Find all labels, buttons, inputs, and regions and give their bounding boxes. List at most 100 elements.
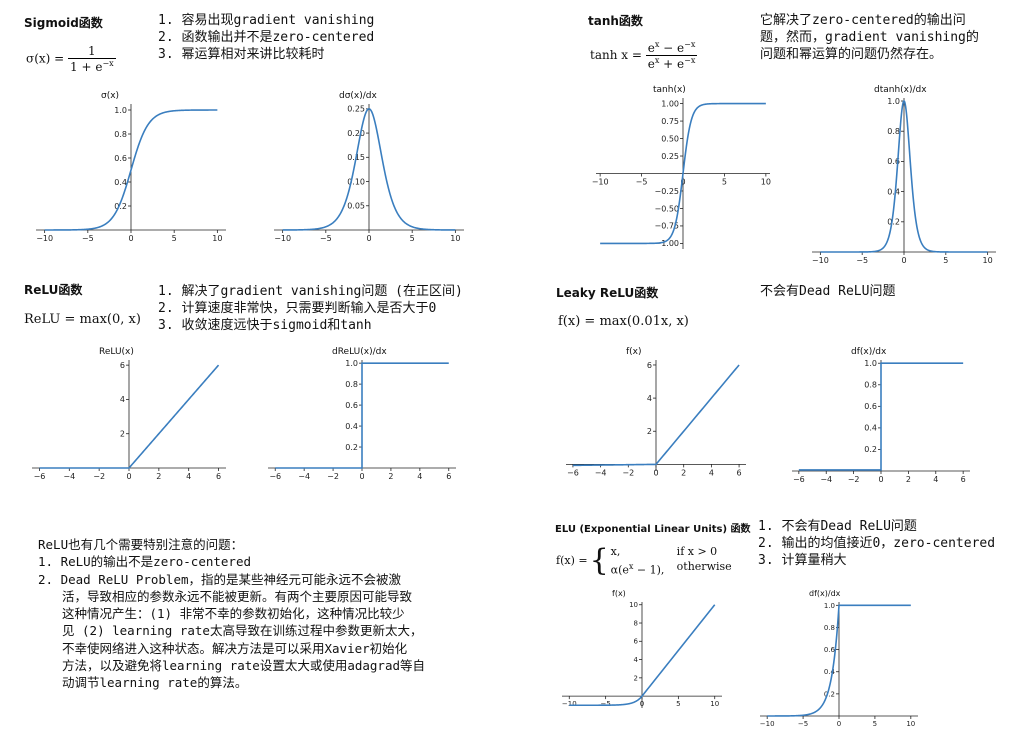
relu-issues-line: 见 (2) learning rate太高导致在训练过程中参数更新太大， — [62, 623, 423, 639]
x-tick-label: 5 — [943, 256, 948, 264]
x-tick-label: 2 — [906, 475, 911, 484]
sigmoid-formula: σ(x) = 1 1 + e−x — [26, 44, 116, 74]
y-tick-label: 0.8 — [824, 624, 835, 632]
series-line — [44, 109, 218, 231]
y-tick-label: 1.0 — [824, 602, 835, 610]
series-line — [569, 604, 716, 707]
y-tick-label: 0.4 — [887, 187, 900, 196]
x-tick-label: −4 — [63, 472, 75, 481]
x-tick-label: −5 — [600, 700, 610, 708]
elu-cond2: otherwise — [676, 560, 732, 573]
y-tick-label: 0.2 — [864, 445, 877, 454]
leaky-note: 不会有Dead ReLU问题 — [760, 284, 896, 299]
x-tick-label: 4 — [417, 472, 422, 481]
elu-note: 3. 计算量稍大 — [758, 553, 847, 568]
relu-note: 3. 收敛速度远快于sigmoid和tanh — [158, 318, 372, 333]
x-tick-label: 6 — [216, 472, 221, 481]
x-tick-label: −10 — [36, 234, 53, 241]
series-line — [572, 364, 740, 467]
elu-formula-cases: x, if x > 0 α(ex − 1), otherwise — [611, 544, 732, 578]
y-tick-label: 1.0 — [114, 106, 127, 115]
chart-title: dσ(x)/dx — [339, 91, 378, 101]
series-line — [820, 99, 988, 253]
series-line — [39, 364, 220, 469]
elu-title: ELU (Exponential Linear Units) 函数 — [555, 524, 751, 535]
x-tick-label: 0 — [878, 475, 883, 484]
relu-issues-line: 活，导致相应的参数永远不能被更新。有两个主要原因可能导致 — [62, 588, 413, 604]
chart-title: df(x)/dx — [851, 347, 887, 357]
chart-title: σ(x) — [101, 91, 119, 101]
leaky-notes: 不会有Dead ReLU问题 — [760, 283, 895, 300]
tanh-chart: tanh(x) −10 −5 0 5 10 −1.00 −0.75 −0.50 −0.25 0.25… — [592, 85, 771, 249]
tanh-note: 题，然而，gradient vanishing的 — [760, 30, 979, 45]
x-tick-label: −2 — [622, 468, 634, 477]
x-tick-label: 0 — [640, 700, 644, 708]
y-tick-label: 0.4 — [824, 668, 836, 676]
y-tick-label: 6 — [120, 361, 125, 370]
x-tick-label: 6 — [446, 472, 451, 481]
series-line — [275, 362, 449, 469]
elu-note: 1. 不会有Dead ReLU问题 — [758, 519, 917, 534]
sigmoid-formula-fraction: 1 1 + e−x — [68, 44, 116, 74]
x-tick-label: −6 — [269, 472, 281, 481]
y-tick-label: 0.4 — [114, 178, 127, 187]
x-tick-label: −2 — [327, 472, 339, 481]
relu-formula: ReLU = max(0, x) — [24, 312, 141, 327]
x-tick-label: −4 — [298, 472, 310, 481]
dleaky-chart: df(x)/dx −6 −4 −2 0 2 4 6 0.2 0.4 0.6 0.8 1.0 — [792, 347, 970, 484]
chart-title: f(x) — [612, 589, 626, 598]
y-tick-label: 0.6 — [345, 401, 358, 410]
x-tick-label: 2 — [681, 468, 686, 477]
elu-formula: f(x) = { x, if x > 0 α(ex − 1), otherwise — [556, 544, 732, 578]
relu-issues-line: 这种情况产生：(1) 非常不幸的参数初始化，这种情况比较少 — [62, 606, 405, 622]
y-tick-label: 2 — [634, 674, 638, 682]
x-tick-label: −5 — [636, 178, 648, 187]
leaky-title: Leaky ReLU函数 — [556, 286, 659, 300]
x-tick-label: −4 — [820, 475, 832, 484]
y-tick-label: 0.8 — [864, 381, 877, 390]
x-tick-label: 5 — [410, 234, 415, 241]
elu-cond1: if x > 0 — [676, 545, 718, 558]
y-tick-label: 0.4 — [345, 422, 358, 431]
x-tick-label: 6 — [737, 468, 742, 477]
tanh-note: 问题和幂运算的问题仍然存在。 — [760, 47, 943, 62]
tanh-formula-den: ex + e−x — [647, 56, 696, 71]
series-line — [767, 604, 911, 717]
y-tick-label: 4 — [120, 395, 125, 404]
y-tick-label: 6 — [634, 638, 639, 646]
leaky-chart: f(x) −6 −4 −2 0 2 4 6 2 4 6 — [566, 347, 746, 477]
y-tick-label: 4 — [647, 394, 652, 403]
relu-note: 2. 计算速度非常快，只需要判断输入是否大于0 — [158, 301, 437, 316]
y-tick-label: 0.05 — [347, 202, 365, 211]
x-tick-label: 5 — [722, 178, 727, 187]
sigmoid-formula-num: 1 — [68, 44, 116, 59]
tanh-title: tanh函数 — [588, 14, 643, 28]
y-tick-label: 0.50 — [661, 134, 679, 143]
chart-title: dReLU(x)/dx — [332, 347, 387, 357]
x-tick-label: 0 — [680, 178, 685, 187]
x-tick-label: −5 — [856, 256, 868, 264]
x-tick-label: −5 — [320, 234, 332, 241]
elu-case2: α(ex − 1), — [610, 562, 665, 577]
leaky-formula: f(x) = max(0.01x, x) — [558, 314, 689, 329]
y-tick-label: 4 — [634, 656, 639, 664]
tanh-note: 它解决了zero-centered的输出问 — [760, 13, 966, 28]
x-tick-label: 0 — [128, 234, 133, 241]
y-tick-label: −0.50 — [654, 204, 679, 213]
x-tick-label: 10 — [710, 700, 719, 708]
x-tick-label: 0 — [366, 234, 371, 241]
y-tick-label: 0.25 — [661, 152, 679, 161]
tanh-formula: tanh x = ex − e−x ex + e−x — [590, 40, 698, 71]
elu-note: 2. 输出的均值接近0，zero-centered — [758, 536, 996, 551]
y-tick-label: 0.2 — [114, 202, 127, 211]
x-tick-label: 5 — [172, 234, 177, 241]
dtanh-chart: dtanh(x)/dx −10 −5 0 5 10 0.2 0.4 0.6 0.8 1.0 — [812, 85, 996, 264]
sigmoid-chart: σ(x) −10 −5 0 5 10 0.2 0.4 0.6 0.8 1.0 — [36, 91, 226, 241]
tanh-formula-fraction: ex − e−x ex + e−x — [645, 40, 698, 71]
x-tick-label: −4 — [595, 468, 607, 477]
sigmoid-formula-den: 1 + e−x — [70, 59, 114, 74]
sigmoid-note: 2. 函数输出并不是zero-centered — [158, 30, 375, 45]
elu-case1: x, — [610, 545, 621, 558]
x-tick-label: 6 — [961, 475, 966, 484]
y-tick-label: 0.8 — [345, 380, 358, 389]
